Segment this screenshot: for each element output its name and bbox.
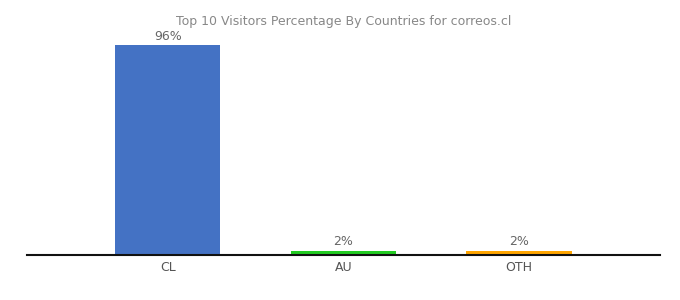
Text: 96%: 96%	[154, 30, 182, 43]
Bar	[466, 250, 572, 255]
Bar	[291, 250, 396, 255]
Text: 2%: 2%	[509, 236, 529, 248]
Text: 2%: 2%	[333, 236, 354, 248]
Bar	[115, 45, 220, 255]
Title: Top 10 Visitors Percentage By Countries for correos.cl: Top 10 Visitors Percentage By Countries …	[175, 15, 511, 28]
